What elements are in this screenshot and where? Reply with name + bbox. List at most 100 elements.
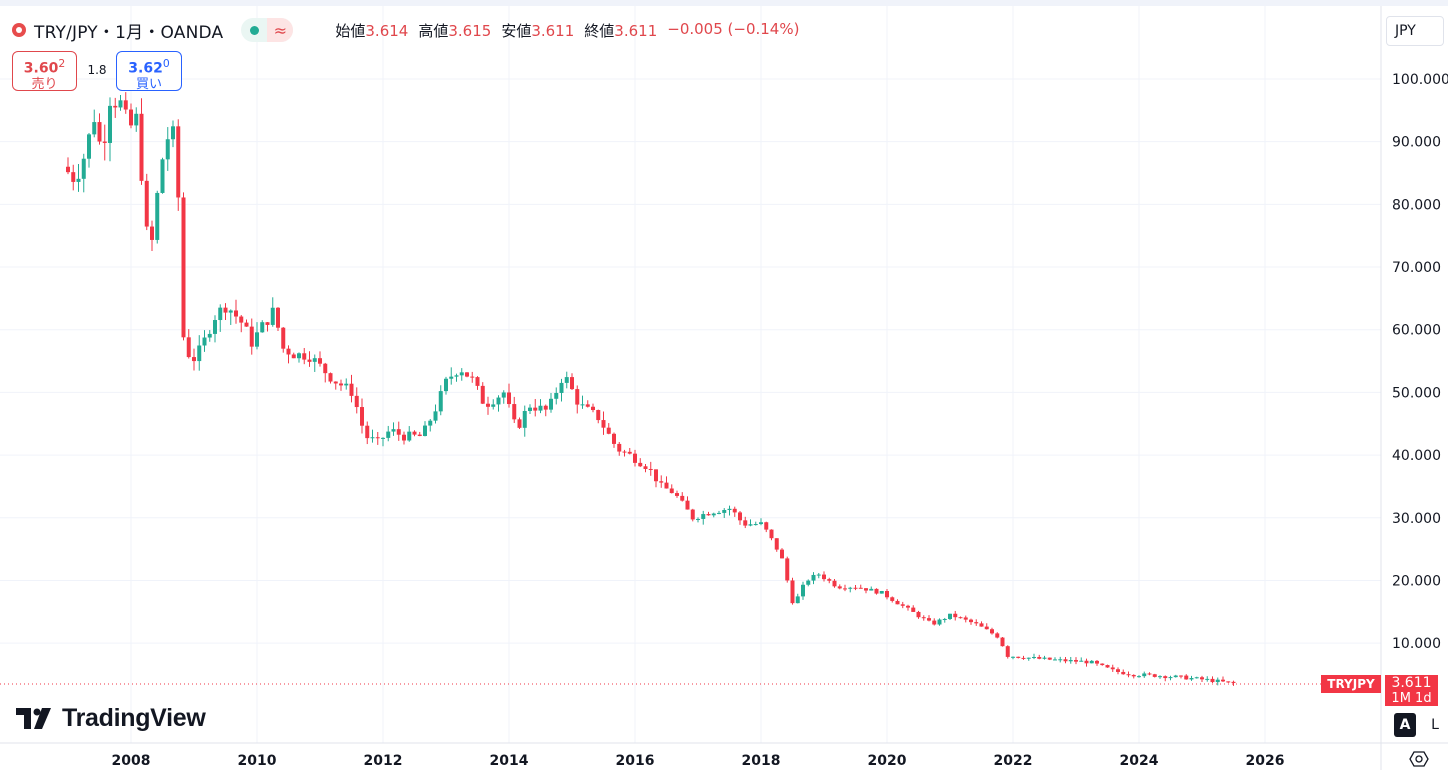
- candle-body: [722, 510, 727, 513]
- candle-body: [1231, 681, 1236, 683]
- candle-body: [843, 588, 847, 590]
- last-price-value: 3.611: [1391, 675, 1432, 691]
- candle-body: [370, 437, 375, 439]
- candle-body: [244, 322, 249, 327]
- candle-body: [822, 574, 826, 580]
- candle-body: [1131, 674, 1136, 677]
- candle-body: [412, 431, 417, 435]
- candle-body: [144, 180, 149, 227]
- candle-body: [675, 493, 679, 496]
- candle-body: [181, 197, 186, 338]
- candle-body: [1053, 659, 1057, 661]
- y-tick-label: 10.000: [1392, 636, 1441, 652]
- candle-body: [701, 514, 706, 519]
- candle-body: [816, 574, 821, 576]
- candle-body: [696, 518, 700, 520]
- candle-body: [921, 617, 926, 619]
- candle-body: [780, 549, 784, 559]
- candle-body: [1126, 674, 1131, 676]
- sell-price: 3.60: [23, 60, 59, 77]
- candle-body: [92, 122, 97, 135]
- candle-body: [207, 333, 212, 338]
- price-axis: 10.000 20.000 30.000 40.000 50.000 60.000 70.0…: [1392, 72, 1448, 652]
- buy-label: 買い: [135, 77, 162, 93]
- candle-body: [417, 434, 422, 437]
- high-label: 高値: [418, 21, 449, 40]
- candle-body: [916, 611, 921, 618]
- y-tick-label: 50.000: [1392, 385, 1441, 401]
- candle-body: [596, 410, 601, 421]
- candle-body: [1121, 671, 1126, 675]
- candle-body: [118, 100, 123, 108]
- candle-body: [1079, 660, 1084, 662]
- candle-body: [328, 373, 333, 382]
- candle-body: [958, 617, 963, 619]
- candle-body: [885, 591, 889, 598]
- candle-body: [291, 354, 296, 359]
- tradingview-logo[interactable]: TradingView: [16, 704, 206, 733]
- candle-body: [748, 524, 753, 526]
- candle-body: [318, 358, 322, 364]
- candle-body: [711, 513, 716, 516]
- candle-body: [108, 105, 112, 143]
- candle-body: [1005, 646, 1010, 657]
- candle-body: [475, 377, 480, 386]
- candle-body: [249, 326, 254, 347]
- candle-body: [1068, 660, 1073, 662]
- candle-body: [307, 359, 312, 362]
- close-value: 3.611: [614, 21, 658, 40]
- last-symbol-label: TRYJPY: [1321, 675, 1381, 693]
- candle-body: [806, 580, 811, 585]
- candle-body: [1063, 659, 1068, 662]
- candle-body: [564, 377, 569, 383]
- candle-body: [580, 404, 585, 406]
- candle-body: [396, 429, 401, 435]
- candle-body: [1158, 676, 1162, 678]
- auto-scale-button[interactable]: A: [1394, 713, 1416, 737]
- candle-body: [160, 159, 165, 193]
- sell-button[interactable]: 3.602 売り: [12, 51, 77, 92]
- candle-body: [349, 383, 354, 396]
- candle-body: [853, 587, 858, 589]
- approx-wave-icon[interactable]: ≈: [267, 18, 294, 42]
- candle-body: [906, 605, 910, 608]
- settings-gear-icon[interactable]: [1409, 750, 1429, 768]
- market-status-pill[interactable]: ≈: [241, 18, 294, 42]
- candle-body: [1189, 678, 1194, 680]
- candle-body: [344, 383, 349, 386]
- candle-body: [948, 613, 952, 619]
- candle-body: [664, 482, 669, 489]
- x-tick-label: 2012: [364, 753, 403, 769]
- symbol-title[interactable]: TRY/JPY・1月・OANDA: [34, 22, 224, 43]
- candle-body: [501, 392, 506, 398]
- candle-body: [575, 389, 580, 405]
- candle-body: [774, 538, 779, 550]
- candle-body: [1205, 678, 1210, 680]
- candle-body: [969, 619, 973, 623]
- candle-body: [606, 427, 611, 434]
- currency-button[interactable]: JPY: [1386, 16, 1444, 46]
- tradingview-brand-text: TradingView: [62, 704, 206, 732]
- candle-body: [333, 381, 338, 384]
- change-value: −0.005 (−0.14%): [667, 19, 800, 38]
- candle-body: [1200, 677, 1204, 680]
- candle-body: [360, 407, 364, 426]
- candle-body: [963, 617, 968, 620]
- log-scale-button[interactable]: L: [1431, 717, 1439, 733]
- close-label: 終値: [584, 21, 615, 40]
- buy-button[interactable]: 3.620 買い: [116, 51, 182, 93]
- candle-body: [165, 139, 170, 160]
- candle-body: [669, 488, 674, 494]
- spread-value: 1.8: [87, 63, 107, 77]
- candle-body: [732, 508, 737, 513]
- candle-body: [1194, 677, 1199, 679]
- candle-body: [66, 166, 70, 173]
- candle-body: [717, 512, 721, 514]
- candle-body: [874, 588, 879, 594]
- buy-price-small: 0: [162, 57, 170, 70]
- ohlc-values: 始値3.614 高値3.615 安値3.611 終値3.611 −0.005 (…: [335, 20, 799, 41]
- candle-body: [622, 451, 627, 453]
- x-tick-label: 2014: [490, 753, 529, 769]
- candle-body: [685, 500, 690, 510]
